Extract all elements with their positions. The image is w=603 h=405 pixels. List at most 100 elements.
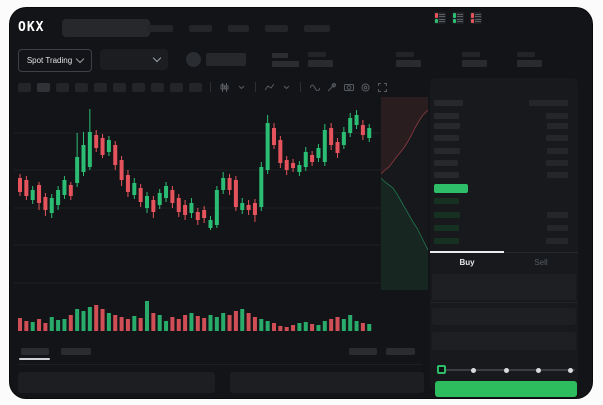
book-both-icon[interactable] — [434, 12, 446, 24]
timeframe-button-9[interactable] — [170, 82, 183, 92]
chart-toolbar — [18, 81, 388, 93]
timeframe-button-6[interactable] — [113, 82, 126, 92]
strip-bottom — [453, 18, 456, 23]
slider-step-1[interactable] — [471, 367, 477, 373]
book-bids-icon[interactable] — [452, 12, 464, 24]
bid-row[interactable] — [434, 212, 568, 218]
timeframe-button-2[interactable] — [37, 82, 50, 92]
ask-price-placeholder — [434, 172, 459, 178]
timeframe-button-10[interactable] — [189, 82, 202, 92]
timeframe-button-3[interactable] — [56, 82, 69, 92]
orders-action-button[interactable] — [349, 348, 377, 355]
draw-tool-icon[interactable] — [326, 82, 337, 93]
watchlist-icon[interactable] — [272, 53, 299, 67]
tab-history[interactable] — [61, 348, 91, 355]
order-book-header-row — [434, 113, 568, 119]
ticker-stats — [10, 52, 592, 74]
timeframe-button-4[interactable] — [75, 82, 88, 92]
tab-orders[interactable] — [21, 348, 49, 355]
inactive-side-indicator — [504, 252, 578, 253]
ask-row[interactable] — [434, 172, 568, 178]
divider — [430, 302, 578, 303]
nav-item-4[interactable] — [265, 24, 288, 32]
bid-price-placeholder — [434, 238, 459, 244]
book-asks-icon[interactable] — [470, 12, 482, 24]
icon-lines — [475, 13, 481, 23]
timeframe-button-5[interactable] — [94, 82, 107, 92]
wave-icon[interactable] — [309, 82, 320, 93]
icon-lines — [457, 13, 463, 23]
settings-icon[interactable] — [360, 82, 371, 93]
ask-row[interactable] — [434, 123, 568, 129]
stat-value-placeholder — [308, 60, 333, 67]
nav-item-1[interactable] — [147, 24, 173, 32]
tab-buy[interactable]: Buy — [459, 258, 475, 267]
amount-slider[interactable] — [437, 365, 575, 375]
color-strip — [471, 13, 474, 23]
fullscreen-icon[interactable] — [377, 82, 388, 93]
order-book-header-row — [434, 100, 568, 106]
top-nav — [147, 22, 330, 34]
timeframe-button-1[interactable] — [18, 82, 31, 92]
strip-top — [435, 13, 438, 18]
orders-table-placeholder-2 — [230, 372, 424, 393]
ask-amount-placeholder — [546, 160, 568, 166]
tab-sell[interactable]: Sell — [534, 258, 548, 267]
toolbar-divider — [255, 82, 256, 92]
last-price-bar[interactable] — [434, 184, 468, 193]
column-header-placeholder — [434, 100, 463, 106]
stat-label-placeholder — [308, 52, 326, 57]
bid-price-placeholder — [434, 225, 459, 231]
color-strip — [435, 13, 438, 23]
chevron-down-icon[interactable] — [281, 82, 292, 93]
timeframe-button-8[interactable] — [151, 82, 164, 92]
search-input[interactable] — [62, 19, 150, 37]
order-price-field[interactable] — [432, 274, 576, 300]
okx-logo: OKX — [18, 20, 45, 35]
candlestick-chart[interactable] — [14, 96, 428, 332]
toolbar-divider — [300, 82, 301, 92]
nav-item-2[interactable] — [189, 24, 212, 32]
chevron-down-icon — [152, 53, 162, 63]
slider-step-4[interactable] — [568, 367, 573, 373]
ticker-stat-2 — [396, 52, 421, 67]
bid-amount-placeholder — [547, 212, 568, 218]
bid-row[interactable] — [434, 198, 568, 204]
candle-style-icon[interactable] — [219, 82, 230, 93]
strip-top — [453, 13, 456, 18]
color-strip — [453, 13, 456, 23]
indicator-icon[interactable] — [264, 82, 275, 93]
active-tab-underline — [19, 358, 50, 360]
timeframe-button-7[interactable] — [132, 82, 145, 92]
nav-item-3[interactable] — [228, 24, 249, 32]
market-type-label: Spot Trading — [26, 56, 73, 65]
order-amount-field[interactable] — [432, 308, 576, 325]
bid-amount-placeholder — [546, 238, 568, 244]
stat-label-placeholder — [462, 52, 480, 57]
ask-row[interactable] — [434, 148, 568, 154]
orders-action-button-2[interactable] — [386, 348, 415, 355]
ask-row[interactable] — [434, 135, 568, 141]
ticker-stat-4 — [517, 52, 542, 67]
divider — [18, 364, 422, 365]
camera-icon[interactable] — [343, 82, 354, 93]
active-side-indicator — [430, 251, 504, 253]
buy-button[interactable] — [435, 381, 577, 397]
trade-side-tabs: Buy Sell — [430, 251, 578, 271]
chevron-down-icon[interactable] — [236, 82, 247, 93]
stat-value-placeholder — [462, 60, 487, 67]
slider-handle[interactable] — [437, 365, 446, 374]
bid-row[interactable] — [434, 238, 568, 244]
slider-step-3[interactable] — [535, 367, 541, 373]
strip-bottom — [471, 18, 474, 23]
order-total-field[interactable] — [432, 332, 576, 350]
ask-row[interactable] — [434, 160, 568, 166]
market-type-dropdown[interactable]: Spot Trading — [18, 49, 92, 72]
bid-row[interactable] — [434, 225, 568, 231]
stat-value-placeholder — [396, 60, 421, 67]
pair-dropdown[interactable] — [100, 49, 168, 70]
slider-step-2[interactable] — [503, 367, 509, 373]
icon-lines — [439, 13, 445, 23]
ask-amount-placeholder — [547, 123, 568, 129]
nav-item-5[interactable] — [304, 24, 330, 32]
